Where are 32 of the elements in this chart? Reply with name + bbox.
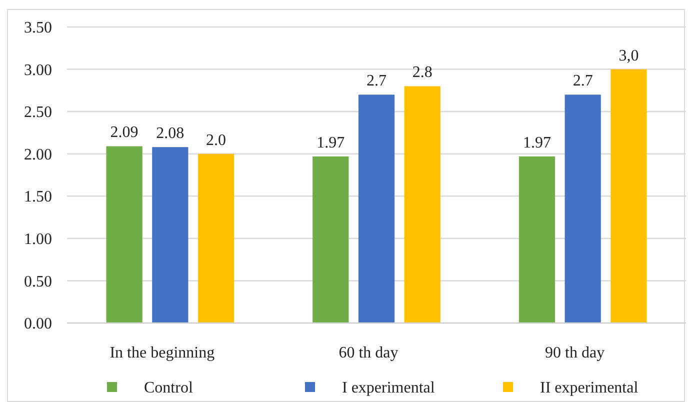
y-tick-label: 0.50 <box>24 273 52 290</box>
data-label: 2.0 <box>206 132 226 149</box>
bar <box>152 147 188 323</box>
bar <box>198 154 234 323</box>
y-tick-label: 1.00 <box>24 231 52 248</box>
data-label: 2.8 <box>412 64 432 82</box>
legend-label: II experimental <box>540 380 639 397</box>
data-label: 2.7 <box>366 72 386 90</box>
data-label: 2.7 <box>572 72 593 90</box>
y-tick-label: 2.50 <box>24 104 52 122</box>
bar <box>358 94 395 323</box>
bar <box>312 156 349 323</box>
y-tick-label: 0.00 <box>24 316 52 333</box>
bar <box>610 69 647 323</box>
x-tick-label: 90 th day <box>545 344 605 362</box>
bar <box>106 146 142 323</box>
y-tick-label: 3.00 <box>24 62 52 79</box>
legend-label: I experimental <box>342 380 436 397</box>
x-tick-label: 60 th day <box>338 344 398 362</box>
bar <box>404 86 440 323</box>
x-tick-label: In the beginning <box>110 344 215 362</box>
data-label: 2.08 <box>156 125 184 142</box>
bar <box>518 156 556 323</box>
y-tick-label: 1.50 <box>24 188 52 206</box>
data-label: 1.97 <box>522 134 551 152</box>
data-label: 2.09 <box>110 124 138 142</box>
data-label: 3,0 <box>618 47 639 64</box>
bar <box>564 94 601 323</box>
y-tick-label: 3.50 <box>24 20 52 37</box>
legend-label: Control <box>144 380 194 397</box>
data-label: 1.97 <box>316 134 345 152</box>
y-tick-label: 2.00 <box>24 146 52 164</box>
